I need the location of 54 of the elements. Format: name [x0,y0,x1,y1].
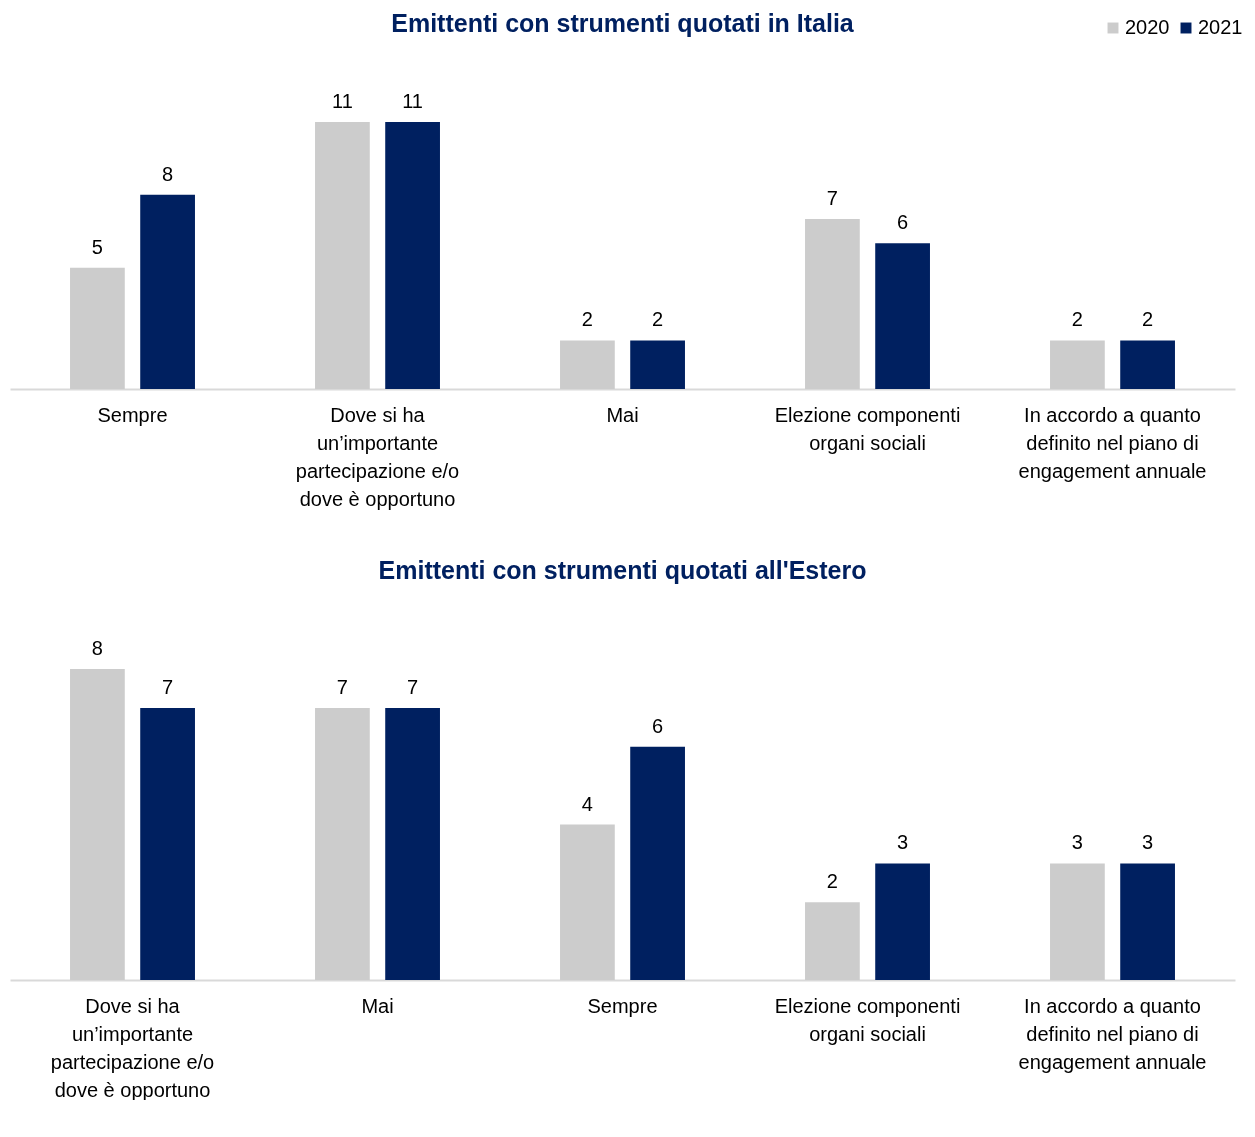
data-label: 11 [332,90,353,112]
bar [560,340,615,389]
data-label: 8 [162,162,174,185]
bar [70,267,125,389]
bar [1120,863,1175,980]
data-label: 3 [897,831,909,854]
bar [1050,340,1105,389]
x-tick-label: Elezione componenti organi sociali [774,403,961,454]
chart-title: Emittenti con strumenti quotati all'Estero [378,556,867,584]
x-tick-label: In accordo a quanto definito nel piano di engagement annuale [1018,994,1207,1073]
bar [315,122,370,389]
data-label: 2 [652,308,664,331]
bar [70,669,125,980]
data-label: 7 [826,187,838,210]
bar [805,902,860,980]
bar [630,340,685,389]
x-tick-label: Dove si ha un’importante partecipazione e/o dove è opportuno [50,994,215,1101]
data-label: 3 [1071,831,1083,854]
bar [1120,340,1175,389]
bar [630,746,685,980]
x-tick-label: Mai [606,403,639,426]
x-tick-label: Sempre [587,994,658,1017]
x-tick-label: Sempre [97,403,168,426]
data-label: 5 [91,235,103,258]
data-label: 2 [581,308,593,331]
bar [385,122,440,389]
bar [140,707,195,980]
bar [1050,863,1105,980]
data-label: 4 [581,792,593,815]
data-label: 2 [1071,308,1083,331]
bar [315,707,370,980]
data-label: 11 [402,90,423,112]
data-label: 8 [91,637,103,659]
bar [560,824,615,980]
bar [140,194,195,389]
data-label: 6 [897,211,909,234]
bar [875,243,930,389]
x-tick-label: In accordo a quanto definito nel piano di engagement annuale [1018,403,1207,482]
legend-label: 2021 [1198,16,1243,38]
data-label: 3 [1142,831,1154,854]
data-label: 7 [162,675,174,698]
x-tick-label: Mai [361,994,394,1017]
bar [385,707,440,980]
chart-title: Emittenti con strumenti quotati in Italia [391,9,855,37]
data-label: 6 [652,714,664,737]
data-label: 7 [336,675,348,698]
x-tick-label: Dove si ha un’importante partecipazione e/o dove è opportuno [295,403,460,510]
bar [805,219,860,389]
bar [875,863,930,980]
x-tick-label: Elezione componenti organi sociali [774,994,961,1045]
data-label: 2 [826,870,838,893]
legend-label: 2020 [1125,16,1170,38]
data-label: 2 [1142,308,1154,331]
data-label: 7 [407,675,419,698]
